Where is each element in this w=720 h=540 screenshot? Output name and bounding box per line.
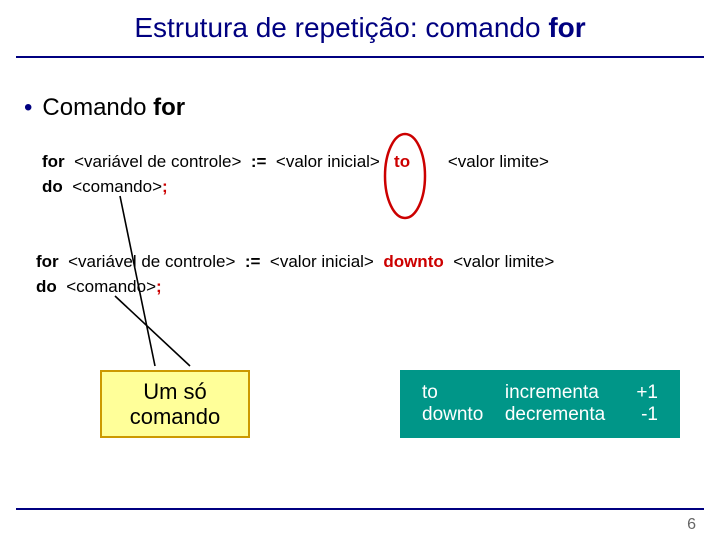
callout-line2: comando (130, 404, 221, 429)
slide-title: Estrutura de repetição: comando for (0, 0, 720, 44)
title-prefix: Estrutura de repetição: comando (134, 12, 548, 43)
connector-line-2 (115, 296, 190, 366)
valor-inicial: <valor inicial> (276, 152, 380, 171)
kw-downto: downto (383, 252, 443, 271)
var-controle: <variável de controle> (68, 252, 235, 271)
var-controle: <variável de controle> (74, 152, 241, 171)
cell-to: to (416, 382, 499, 404)
cell-minus1: -1 (626, 404, 664, 426)
callout-line1: Um só (143, 379, 207, 404)
kw-semicolon: ; (156, 277, 162, 296)
kw-do: do (42, 177, 63, 196)
comando: <comando> (66, 277, 156, 296)
syntax-for-downto: for <variável de controle> := <valor ini… (36, 250, 554, 299)
kw-semicolon: ; (162, 177, 168, 196)
assign-op: := (251, 152, 267, 171)
bullet-comando-for: •Comando for (24, 94, 185, 122)
bullet-prefix: Comando (42, 94, 153, 121)
kw-for: for (42, 152, 65, 171)
valor-limite: <valor limite> (448, 152, 549, 171)
kw-to: to (394, 152, 410, 171)
cell-plus1: +1 (626, 382, 664, 404)
valor-limite: <valor limite> (453, 252, 554, 271)
callout-um-so-comando: Um só comando (100, 370, 250, 438)
cell-decrementa: decrementa (499, 404, 626, 426)
bullet-strong: for (153, 94, 185, 121)
syntax-for-to: for <variável de controle> := <valor ini… (42, 150, 549, 199)
kw-for: for (36, 252, 59, 271)
cell-incrementa: incrementa (499, 382, 626, 404)
kw-do: do (36, 277, 57, 296)
page-number: 6 (687, 516, 696, 534)
table-row: downto decrementa -1 (416, 404, 664, 426)
legend-to-downto: to incrementa +1 downto decrementa -1 (400, 370, 680, 438)
divider-top (16, 56, 704, 58)
valor-inicial: <valor inicial> (270, 252, 374, 271)
title-strong: for (548, 12, 585, 43)
bullet-dot: • (24, 94, 42, 121)
assign-op: := (245, 252, 261, 271)
slide: Estrutura de repetição: comando for •Com… (0, 0, 720, 540)
legend-table: to incrementa +1 downto decrementa -1 (416, 382, 664, 426)
divider-bottom (16, 508, 704, 510)
table-row: to incrementa +1 (416, 382, 664, 404)
comando: <comando> (72, 177, 162, 196)
cell-downto: downto (416, 404, 499, 426)
